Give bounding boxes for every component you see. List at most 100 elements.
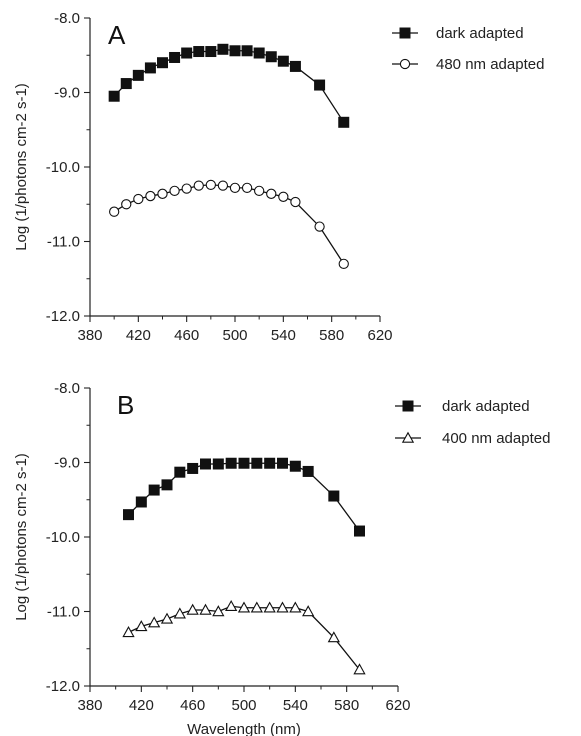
data-point <box>289 460 301 472</box>
legend-label: 480 nm adapted <box>436 56 544 73</box>
legend-entry: dark adapted <box>395 398 530 415</box>
panel-label: A <box>108 20 126 50</box>
x-tick-label: 500 <box>231 697 256 714</box>
data-point <box>160 612 174 624</box>
data-point <box>237 601 251 613</box>
y-tick-label: -8.0 <box>54 380 80 397</box>
y-tick-label: -9.0 <box>54 85 80 102</box>
x-tick-label: 380 <box>77 697 102 714</box>
data-point <box>251 457 263 469</box>
series-line <box>113 48 345 123</box>
data-point <box>277 55 289 67</box>
legend-marker <box>399 27 411 39</box>
legend-label: dark adapted <box>442 398 530 415</box>
x-tick-label: 580 <box>319 327 344 344</box>
data-point <box>157 57 168 69</box>
data-point <box>338 116 350 128</box>
series-line <box>128 462 361 532</box>
data-point <box>148 484 160 496</box>
data-point <box>217 180 229 191</box>
chart-panel-b: 380 420 460 500 540 580 620 -8.0 -9.0 -10.0 -11.0 -… <box>13 380 550 736</box>
data-point <box>157 188 168 199</box>
data-point <box>354 525 365 537</box>
data-point <box>109 206 120 217</box>
data-point <box>241 45 253 57</box>
y-tick-label: -9.0 <box>54 455 80 472</box>
data-point <box>205 46 217 58</box>
data-point <box>253 47 265 59</box>
data-point <box>302 605 315 617</box>
data-point <box>169 51 181 63</box>
data-point <box>174 466 186 478</box>
data-point <box>181 183 192 194</box>
legend-entry: 400 nm adapted <box>395 430 550 447</box>
data-point <box>264 457 276 469</box>
data-point <box>302 465 314 477</box>
data-point <box>238 457 250 469</box>
data-point <box>263 601 276 613</box>
data-point <box>314 221 325 232</box>
legend-entry: 480 nm adapted <box>392 56 544 73</box>
y-tick-label: -11.0 <box>47 234 80 251</box>
y-tick-label: -8.0 <box>54 10 80 27</box>
data-point <box>122 626 135 638</box>
x-tick-label: 420 <box>126 327 151 344</box>
series-1 <box>122 599 366 675</box>
y-tick-label: -10.0 <box>46 159 80 176</box>
data-point <box>276 601 289 613</box>
data-point <box>254 185 265 196</box>
data-point <box>265 51 277 63</box>
data-point <box>250 601 263 613</box>
data-point <box>108 90 120 102</box>
data-point <box>353 663 366 675</box>
data-point <box>266 188 277 199</box>
data-point <box>121 199 132 210</box>
data-point <box>212 605 225 617</box>
data-point <box>135 620 148 632</box>
data-point <box>290 196 301 208</box>
data-point <box>200 458 211 470</box>
data-point <box>148 616 161 628</box>
data-point <box>289 60 301 72</box>
data-point <box>277 457 288 469</box>
chart-panel-a: 380 420 460 500 540 580 620 -8.0 -9.0 -10.0 -11.0 -… <box>13 10 544 344</box>
panel-label: B <box>117 390 134 420</box>
data-point <box>132 69 144 81</box>
data-point <box>145 190 156 202</box>
x-tick-label: 420 <box>129 697 154 714</box>
data-point <box>338 258 349 269</box>
series-0 <box>123 457 365 537</box>
x-tick-label: 580 <box>334 697 359 714</box>
y-tick-label: -12.0 <box>46 308 80 325</box>
data-point <box>199 603 212 615</box>
data-point <box>193 180 204 191</box>
x-tick-label: 620 <box>385 697 410 714</box>
y-tick-label: -12.0 <box>46 678 80 695</box>
x-tick-label: 460 <box>180 697 205 714</box>
data-point <box>186 603 199 615</box>
data-point <box>144 62 156 74</box>
y-axis-label: Log (1/photons cm-2 s-1) <box>13 453 30 621</box>
data-point <box>135 496 147 508</box>
x-tick-label: 620 <box>367 327 392 344</box>
data-point <box>229 45 241 57</box>
data-point <box>181 47 193 59</box>
series-line <box>128 605 361 671</box>
data-point <box>241 182 253 194</box>
series-0 <box>108 43 350 128</box>
legend-marker <box>401 431 415 443</box>
data-point <box>205 179 216 191</box>
data-point <box>328 490 340 502</box>
data-point <box>193 46 205 58</box>
data-point <box>169 185 180 196</box>
y-tick-label: -10.0 <box>46 529 80 546</box>
legend-label: dark adapted <box>436 25 524 42</box>
data-point <box>161 479 173 491</box>
data-point <box>212 458 224 470</box>
x-tick-label: 540 <box>283 697 308 714</box>
x-tick-label: 380 <box>77 327 102 344</box>
data-point <box>289 601 302 613</box>
data-point <box>278 191 289 202</box>
data-point <box>225 599 238 611</box>
